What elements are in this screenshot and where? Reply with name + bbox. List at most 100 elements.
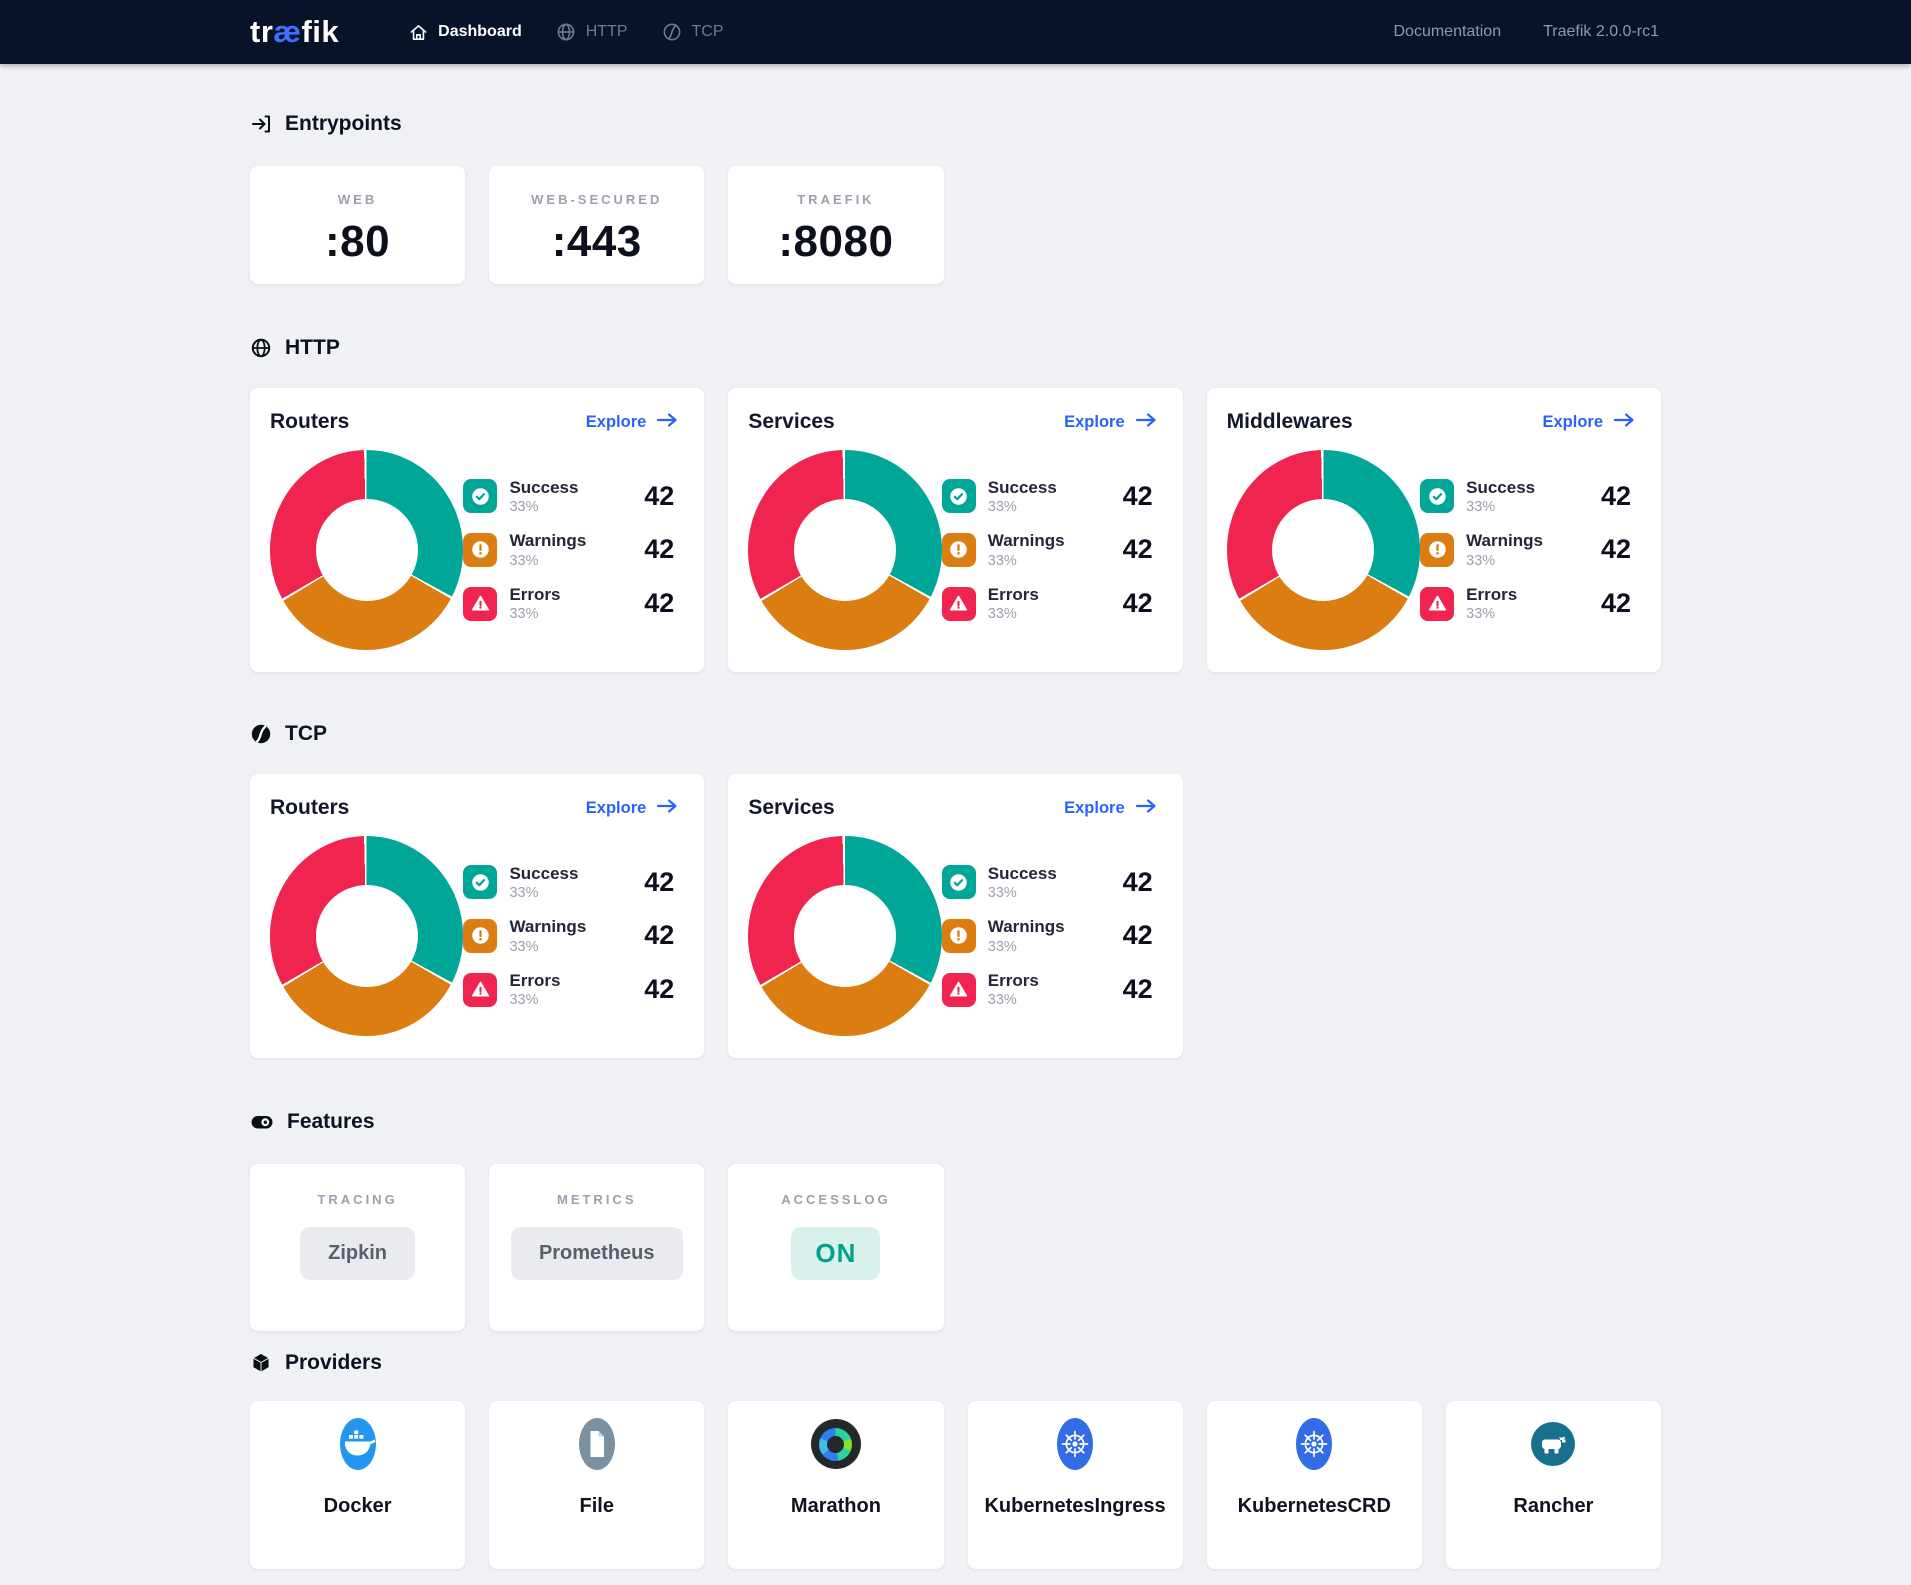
provider-label: Docker [323,1495,392,1517]
legend-count: 42 [1600,480,1631,511]
legend-row-warnings: Warnings 33% 42 [463,917,674,955]
documentation-link[interactable]: Documentation [1393,23,1502,40]
rancher-icon [1446,1415,1661,1473]
tcp-icon [662,22,682,42]
entrypoint-port: :443 [551,217,642,266]
legend-row-warnings: Warnings 33% 42 [941,531,1153,569]
entrypoint-port: :8080 [778,217,894,266]
legend-row-warnings: Warnings 33% 42 [463,531,674,569]
tcp-icon [250,723,272,745]
warning-icon [941,918,976,953]
success-icon [463,865,498,900]
legend-count: 42 [644,866,675,897]
traefik-logo[interactable]: træfik [250,14,340,49]
entrypoint-port: :80 [325,217,391,266]
warning-icon [463,532,498,567]
http-routers-card: Routers Explore Success 33% 42 Warn [250,388,705,672]
provider-label: KubernetesCRD [1237,1495,1391,1517]
feature-value-badge: Prometheus [510,1227,683,1280]
legend-row-success: Success 33% 42 [941,864,1153,901]
nav-item-label: TCP [691,23,724,40]
legend-row-errors: Errors 33% 42 [941,585,1153,622]
success-icon [941,865,976,900]
success-icon [463,479,498,514]
donut-chart [1226,450,1421,650]
error-icon [463,586,498,621]
legend-count: 42 [1122,480,1153,511]
tcp-services-card: Services Explore Success 33% 42 War [728,774,1183,1058]
error-icon [941,972,976,1007]
legend-row-errors: Errors 33% 42 [941,971,1153,1008]
provider-card-docker: Docker [250,1401,466,1569]
provider-card-kubernetescrd: KubernetesCRD [1206,1401,1422,1569]
arrow-right-icon [656,412,678,433]
card-title: Services [748,796,835,819]
legend-count: 42 [1122,920,1153,951]
legend-count: 42 [1122,588,1153,619]
legend-count: 42 [644,974,675,1005]
legend-row-errors: Errors 33% 42 [463,585,675,622]
provider-label: File [579,1495,614,1517]
feature-label: TRACING [317,1192,398,1207]
provider-card-rancher: Rancher [1445,1401,1661,1569]
warning-icon [941,532,976,567]
legend-row-success: Success 33% 42 [463,478,674,515]
legend-count: 42 [644,588,675,619]
legend-row-success: Success 33% 42 [1420,478,1631,515]
card-title: Routers [270,796,350,819]
legend-row-warnings: Warnings 33% 42 [941,917,1153,955]
success-icon [1420,479,1455,514]
kubernetes-icon [968,1415,1183,1473]
chart-legend: Success 33% 42 Warnings 33% 42 Errors 33% 4… [941,864,1153,1008]
legend-row-warnings: Warnings 33% 42 [1420,531,1631,569]
success-icon [941,479,976,514]
globe-icon [250,337,272,359]
navbar: træfik Dashboard HTTP TCP [0,0,1911,64]
explore-link[interactable]: Explore [1542,412,1635,433]
feature-card-metrics: METRICS Prometheus [489,1164,705,1331]
legend-row-success: Success 33% 42 [463,864,675,901]
explore-link[interactable]: Explore [586,412,679,433]
toggle-icon [250,1111,274,1133]
donut-chart [748,450,942,650]
error-icon [1420,586,1455,621]
nav-item-dashboard[interactable]: Dashboard [409,23,522,42]
nav-item-label: HTTP [585,23,628,40]
entrypoint-card-web: WEB :80 [250,166,466,284]
nav-item-http[interactable]: HTTP [556,22,628,42]
legend-count: 42 [1122,866,1153,897]
feature-label: ACCESSLOG [781,1192,891,1207]
providers-heading: Providers [250,1351,1661,1375]
chart-legend: Success 33% 42 Warnings 33% 42 Errors 33% 4… [1420,478,1631,622]
tcp-heading: TCP [250,722,1661,746]
http-heading: HTTP [250,336,1661,360]
http-middlewares-card: Middlewares Explore Success 33% 42 [1206,388,1661,672]
provider-card-kubernetesingress: KubernetesIngress [967,1401,1183,1569]
warning-icon [1420,532,1455,567]
chart-legend: Success 33% 42 Warnings 33% 42 Errors 33% 4… [941,478,1153,622]
kubernetes-icon [1207,1415,1422,1473]
legend-row-errors: Errors 33% 42 [463,971,675,1008]
chart-legend: Success 33% 42 Warnings 33% 42 Errors 33% 4… [463,864,675,1008]
provider-card-marathon: Marathon [728,1401,944,1569]
explore-link[interactable]: Explore [1064,798,1157,819]
features-heading: Features [250,1110,1661,1134]
feature-value-badge: Zipkin [300,1227,416,1280]
chart-legend: Success 33% 42 Warnings 33% 42 Errors 33% 4… [463,478,675,622]
legend-count: 42 [1122,534,1153,565]
feature-card-tracing: TRACING Zipkin [250,1164,466,1331]
entrypoint-label: WEB [337,192,378,207]
marathon-icon [728,1415,943,1473]
error-icon [463,972,498,1007]
explore-link[interactable]: Explore [1064,412,1157,433]
version-label: Traefik 2.0.0-rc1 [1543,23,1659,40]
legend-count: 42 [644,534,675,565]
arrow-right-icon [1135,798,1157,819]
arrow-right-icon [1135,412,1157,433]
legend-count: 42 [1600,588,1631,619]
explore-link[interactable]: Explore [586,798,679,819]
warning-icon [463,918,498,953]
http-services-card: Services Explore Success 33% 42 War [728,388,1183,672]
nav-item-tcp[interactable]: TCP [662,22,724,42]
provider-label: Rancher [1513,1495,1594,1517]
